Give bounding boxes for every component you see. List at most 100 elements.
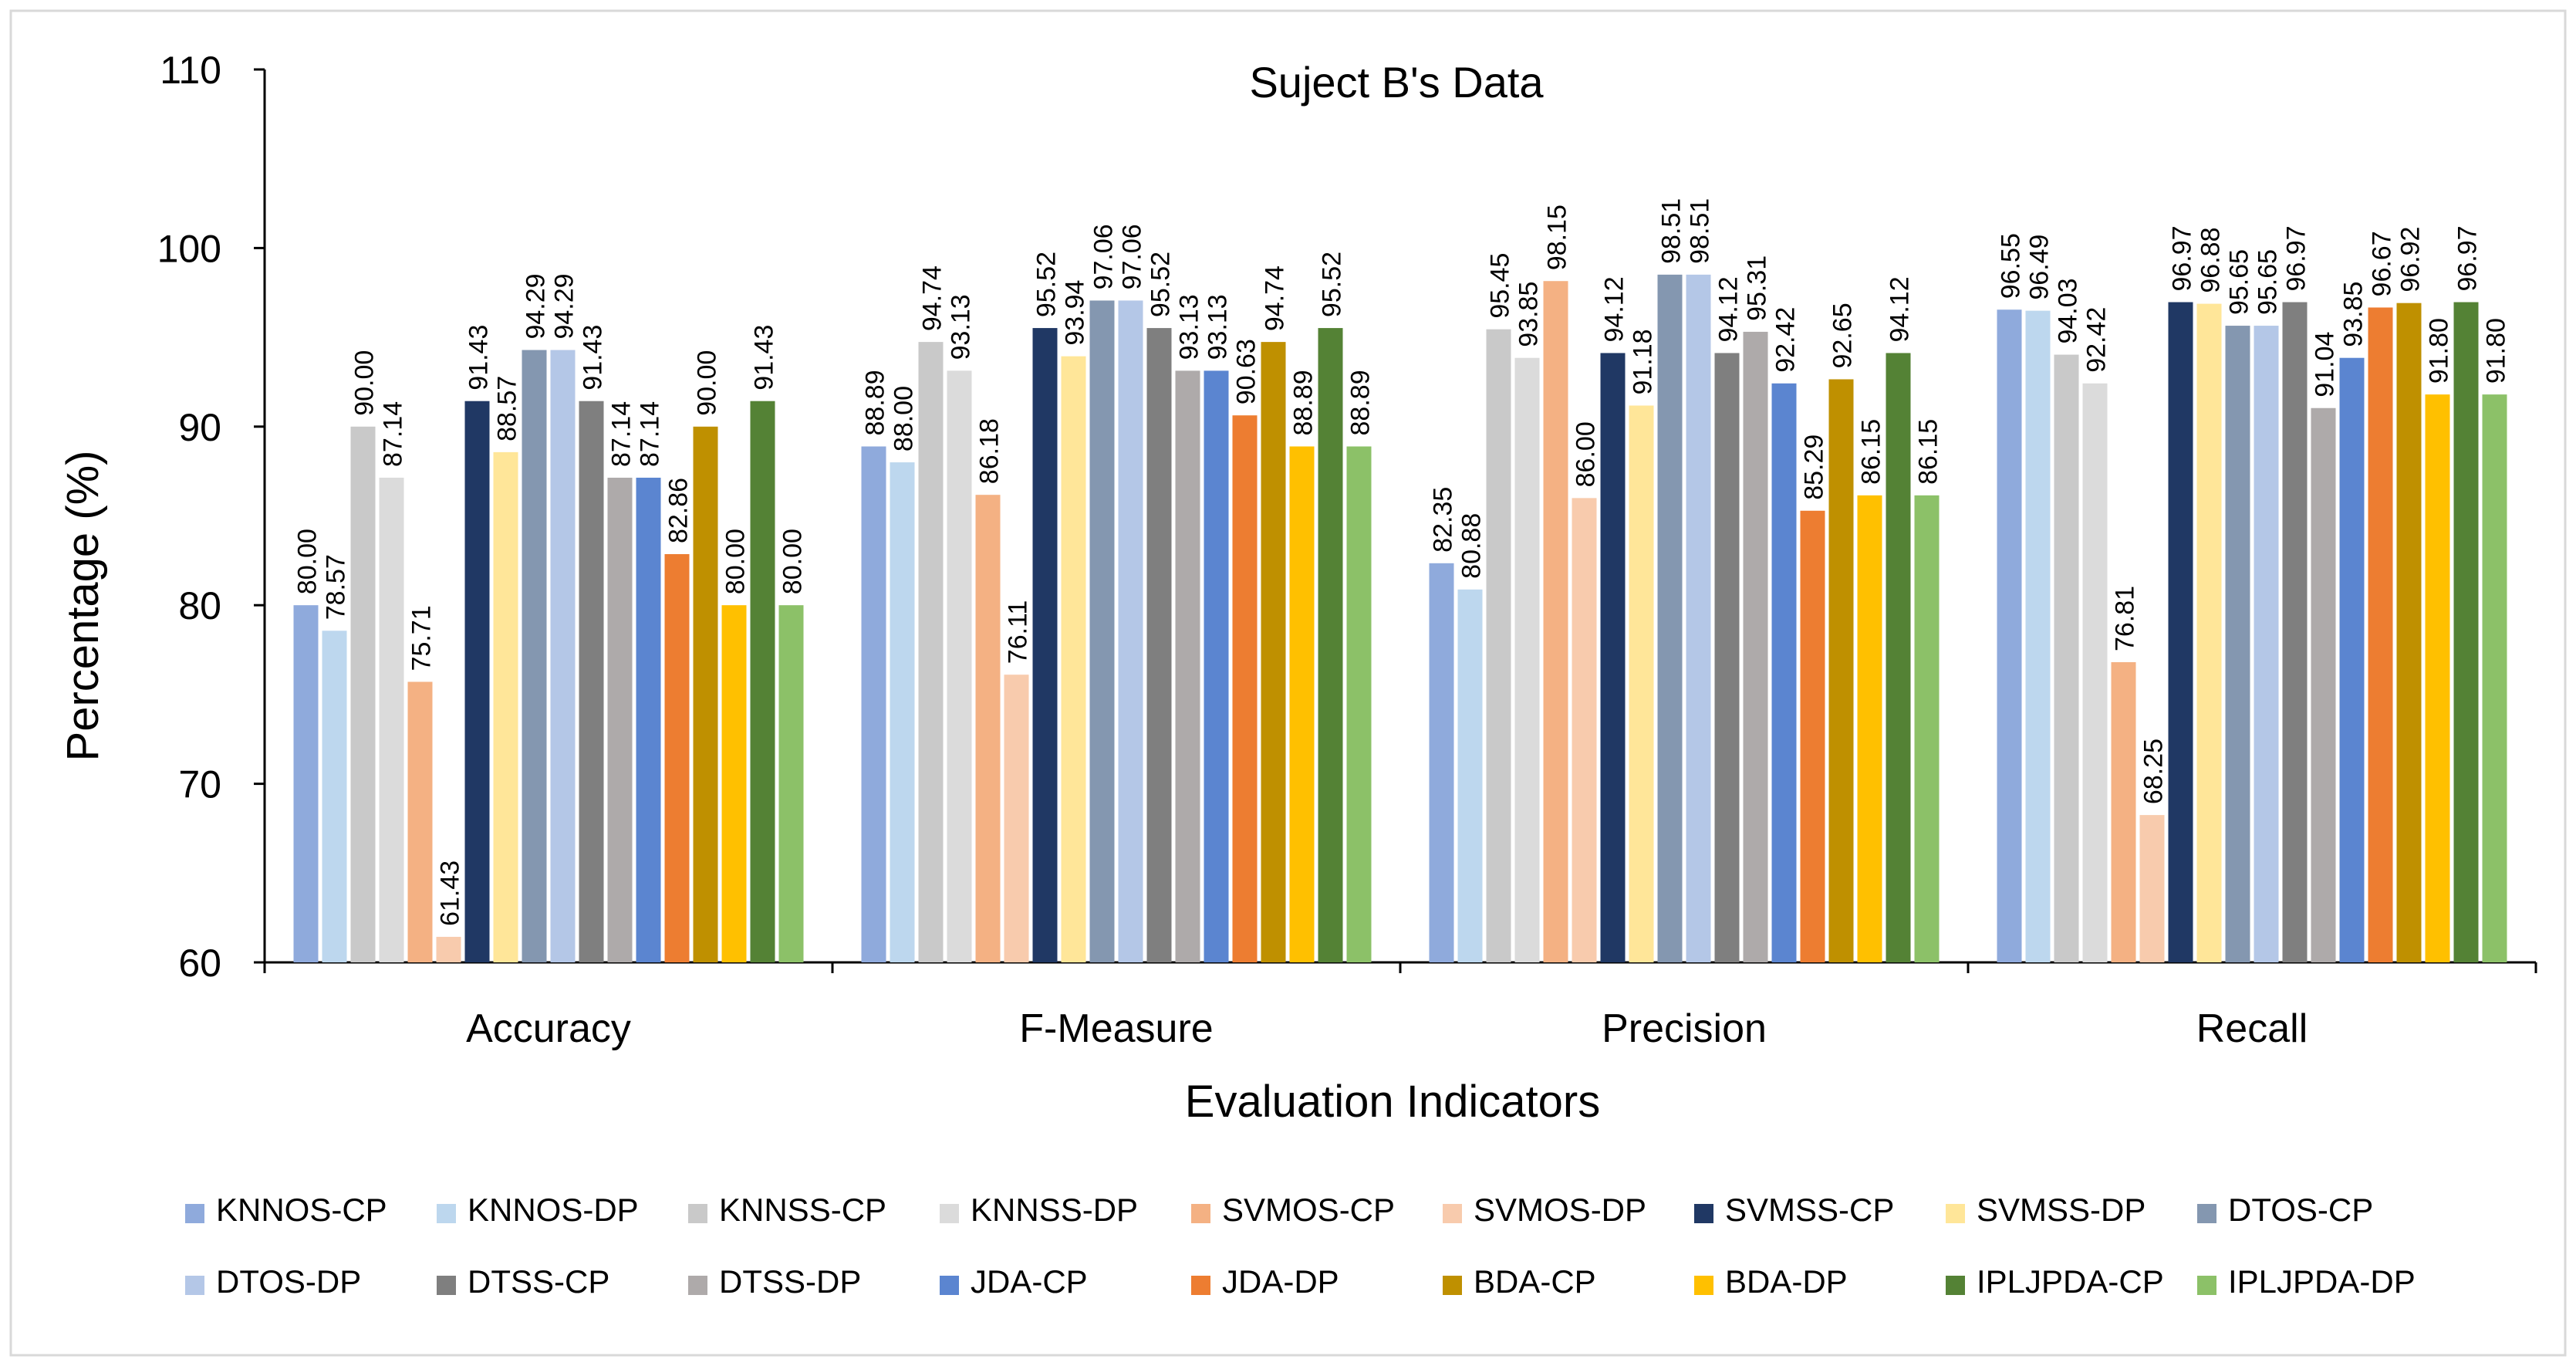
legend-swatch bbox=[2197, 1204, 2216, 1223]
bar-svmss-dp-precision bbox=[1629, 405, 1654, 962]
bar-knnss-dp-recall bbox=[2082, 383, 2108, 962]
bar-dtss-dp-f-measure bbox=[1175, 370, 1200, 962]
bar-dtos-cp-precision bbox=[1657, 274, 1683, 962]
x-tick-label: Accuracy bbox=[466, 1006, 631, 1051]
bar-jda-dp-accuracy bbox=[664, 554, 690, 962]
legend-swatch bbox=[1946, 1204, 1965, 1223]
bar-svmos-cp-f-measure bbox=[975, 495, 1001, 962]
data-label: 87.14 bbox=[379, 401, 408, 467]
data-label: 75.71 bbox=[407, 605, 437, 671]
chart-border bbox=[9, 9, 2567, 1357]
data-label: 98.15 bbox=[1543, 205, 1572, 270]
legend-swatch bbox=[1694, 1204, 1713, 1223]
bars bbox=[293, 274, 2507, 963]
bar-svmos-dp-precision bbox=[1572, 498, 1597, 962]
y-axis-title: Percentage (%) bbox=[58, 451, 108, 762]
data-label: 91.43 bbox=[750, 325, 779, 391]
data-label: 94.12 bbox=[1600, 276, 1629, 342]
legend-label: SVMOS-DP bbox=[1474, 1192, 1646, 1228]
data-label: 88.57 bbox=[493, 376, 522, 441]
data-label: 93.13 bbox=[1204, 294, 1233, 360]
bar-svmss-cp-precision bbox=[1600, 353, 1626, 962]
bar-dtss-cp-f-measure bbox=[1146, 328, 1172, 962]
legend-swatch bbox=[940, 1276, 959, 1295]
legend-swatch bbox=[688, 1276, 707, 1295]
y-tick-label: 70 bbox=[178, 763, 221, 806]
bar-jda-cp-recall bbox=[2339, 357, 2365, 962]
data-label: 96.49 bbox=[2025, 235, 2054, 300]
bar-dtos-dp-precision bbox=[1686, 274, 1711, 962]
legend-item-dtss-cp: DTSS-CP bbox=[437, 1263, 609, 1300]
data-label: 88.00 bbox=[890, 386, 919, 451]
bar-svmos-cp-accuracy bbox=[407, 681, 433, 962]
bar-dtos-cp-accuracy bbox=[522, 350, 547, 962]
bar-svmss-cp-recall bbox=[2168, 302, 2193, 963]
bar-jda-cp-accuracy bbox=[636, 477, 661, 962]
legend-swatch bbox=[1191, 1276, 1210, 1295]
bar-ipljpda-cp-accuracy bbox=[750, 401, 775, 962]
bar-ipljpda-dp-recall bbox=[2482, 394, 2507, 962]
data-label: 87.14 bbox=[607, 401, 636, 467]
legend-swatch bbox=[1191, 1204, 1210, 1223]
legend-swatch bbox=[1694, 1276, 1713, 1295]
bar-svmss-cp-accuracy bbox=[464, 401, 490, 962]
legend-swatch bbox=[940, 1204, 959, 1223]
data-label: 80.88 bbox=[1457, 513, 1487, 579]
data-label: 91.04 bbox=[2311, 332, 2340, 397]
legend-swatch bbox=[437, 1204, 456, 1223]
bar-dtss-cp-recall bbox=[2282, 302, 2308, 963]
data-label: 80.00 bbox=[721, 529, 751, 594]
data-label: 86.18 bbox=[975, 418, 1004, 484]
bar-ipljpda-cp-recall bbox=[2453, 302, 2479, 963]
data-label: 87.14 bbox=[636, 401, 665, 467]
data-label: 94.29 bbox=[550, 273, 579, 339]
data-label: 95.52 bbox=[1146, 252, 1176, 317]
bar-knnss-cp-recall bbox=[2054, 354, 2079, 963]
data-label: 86.15 bbox=[1914, 419, 1943, 485]
bar-knnss-cp-f-measure bbox=[918, 342, 944, 962]
legend-label: BDA-DP bbox=[1725, 1263, 1848, 1300]
bar-knnos-dp-f-measure bbox=[890, 462, 915, 962]
data-label: 95.65 bbox=[2254, 249, 2283, 315]
data-label: 85.29 bbox=[1800, 434, 1829, 500]
legend-swatch bbox=[1946, 1276, 1965, 1295]
data-label: 88.89 bbox=[1346, 370, 1376, 435]
bar-svmos-dp-recall bbox=[2139, 815, 2165, 962]
y-tick-label: 60 bbox=[178, 942, 221, 985]
legend-swatch bbox=[437, 1276, 456, 1295]
legend-swatch bbox=[1443, 1204, 1462, 1223]
data-label: 94.12 bbox=[1886, 276, 1915, 342]
legend-label: IPLJPDA-DP bbox=[2228, 1263, 2416, 1300]
legend-item-dtos-cp: DTOS-CP bbox=[2197, 1192, 2373, 1228]
bar-bda-dp-precision bbox=[1857, 495, 1882, 962]
data-label: 90.00 bbox=[350, 350, 380, 416]
bar-knnos-dp-accuracy bbox=[322, 631, 347, 962]
legend-label: DTSS-CP bbox=[468, 1263, 609, 1300]
data-label: 96.92 bbox=[2396, 227, 2426, 292]
data-label: 95.65 bbox=[2225, 249, 2254, 315]
data-label: 91.80 bbox=[2482, 318, 2511, 384]
bar-knnos-dp-recall bbox=[2025, 310, 2051, 962]
bar-knnss-dp-precision bbox=[1514, 357, 1540, 962]
legend-swatch bbox=[2197, 1276, 2216, 1295]
legend-item-knnos-cp: KNNOS-CP bbox=[185, 1192, 387, 1228]
bar-jda-cp-f-measure bbox=[1204, 370, 1229, 962]
x-tick-label: Recall bbox=[2196, 1006, 2308, 1051]
bar-knnos-cp-f-measure bbox=[861, 446, 886, 962]
legend-label: SVMOS-CP bbox=[1222, 1192, 1395, 1228]
data-label: 78.57 bbox=[322, 554, 351, 620]
legend-item-svmos-dp: SVMOS-DP bbox=[1443, 1192, 1646, 1228]
bar-jda-dp-recall bbox=[2368, 307, 2393, 963]
bar-knnss-dp-accuracy bbox=[379, 477, 404, 962]
data-label: 98.51 bbox=[1657, 198, 1686, 264]
bar-knnos-dp-precision bbox=[1457, 589, 1483, 962]
bar-svmss-dp-recall bbox=[2196, 303, 2222, 962]
bar-jda-cp-precision bbox=[1771, 383, 1797, 962]
legend-label: JDA-CP bbox=[971, 1263, 1088, 1300]
legend-label: KNNOS-CP bbox=[216, 1192, 387, 1228]
legend-label: SVMSS-CP bbox=[1725, 1192, 1894, 1228]
bar-svmss-dp-accuracy bbox=[493, 451, 518, 962]
data-label: 96.97 bbox=[2282, 225, 2311, 291]
